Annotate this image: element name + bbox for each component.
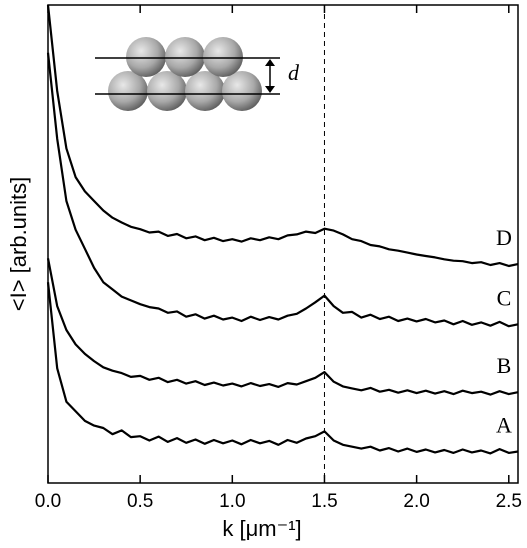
x-tick-label: 2.5: [496, 491, 522, 512]
x-tick-label: 1.5: [311, 491, 337, 512]
data-line: [46, 52, 519, 328]
series-label: B: [497, 353, 512, 378]
series-label: D: [496, 225, 512, 250]
data-line: [46, 258, 519, 396]
data-line: [46, 282, 519, 455]
x-tick-label: 0.0: [35, 491, 61, 512]
x-tick-label: 0.5: [127, 491, 153, 512]
series-label: C: [497, 285, 512, 310]
inset-label: d: [288, 60, 300, 85]
inset-diagram: [95, 37, 280, 111]
y-axis-label: <I> [arb.units]: [6, 177, 31, 312]
series-label: A: [496, 412, 512, 437]
x-tick-label: 2.0: [403, 491, 429, 512]
x-tick-label: 1.0: [219, 491, 245, 512]
data-line: [46, 4, 519, 268]
x-axis-label: k [μm⁻¹]: [222, 516, 301, 541]
plot-frame: [47, 4, 519, 484]
